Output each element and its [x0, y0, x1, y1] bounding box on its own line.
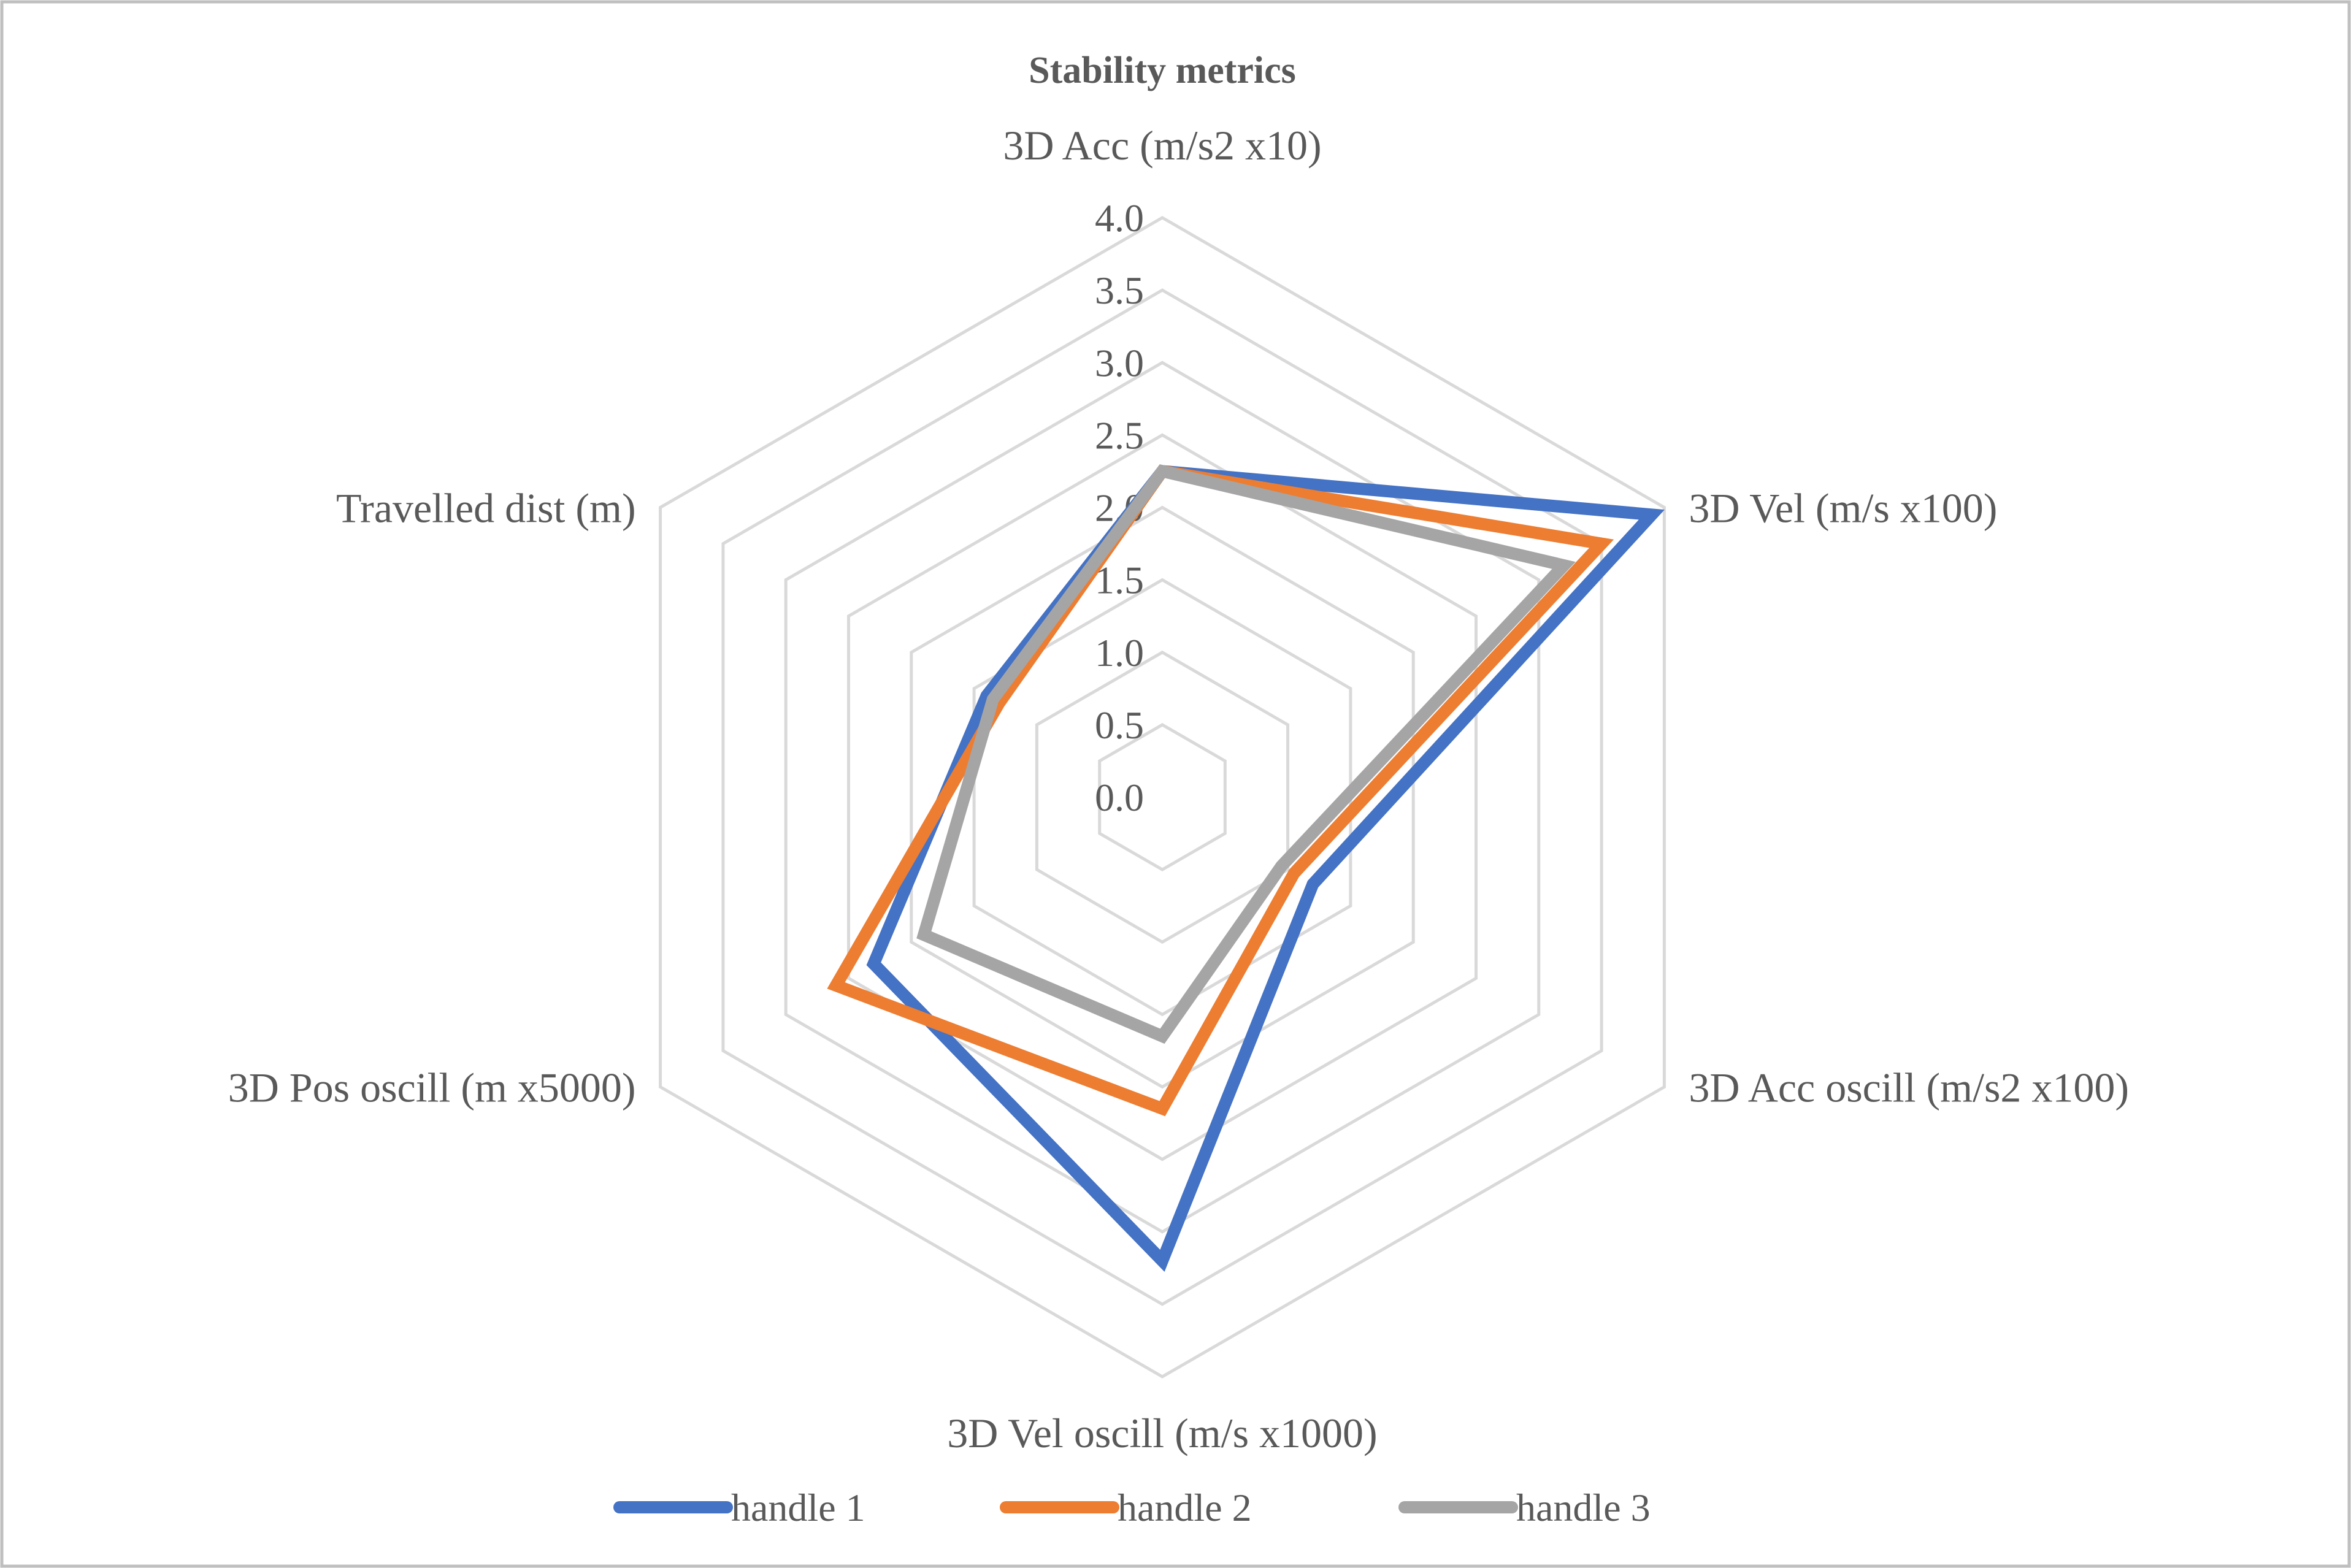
series-line [827, 464, 1614, 1117]
axis-label: 3D Vel (m/s x100) [1689, 485, 1997, 532]
legend-label: handle 3 [1516, 1486, 1651, 1529]
series-line [866, 464, 1665, 1272]
grid-ring [784, 361, 1541, 1234]
legend: handle 1 handle 2 handle 3 [613, 1486, 1651, 1529]
tick-label: 1.0 [1095, 631, 1144, 675]
tick-label: 0.5 [1095, 703, 1144, 747]
axis-label: 3D Acc oscill (m/s2 x100) [1689, 1065, 2129, 1111]
legend-label: handle 2 [1118, 1486, 1252, 1529]
tick-layer: 0.00.51.01.52.02.53.03.54.0 [1095, 196, 1144, 819]
series-layer [827, 464, 1665, 1272]
grid-ring [910, 505, 1415, 1089]
tick-label: 0.0 [1095, 776, 1144, 819]
grid-ring [972, 578, 1352, 1017]
grid-ring [1035, 650, 1290, 944]
grid-ring [1098, 723, 1227, 871]
series-line [916, 464, 1576, 1044]
legend-label: handle 1 [731, 1486, 865, 1529]
grid-ring [659, 216, 1666, 1379]
tick-label: 3.5 [1095, 269, 1144, 312]
grid-ring [847, 433, 1478, 1161]
axis-label: 3D Acc (m/s2 x10) [1003, 122, 1321, 169]
axis-label: 3D Vel oscill (m/s x1000) [947, 1410, 1377, 1456]
axis-label-layer: 3D Acc (m/s2 x10) 3D Vel (m/s x100) 3D Acc… [228, 122, 2129, 1456]
tick-label: 4.0 [1095, 196, 1144, 240]
chart-title: Stability metrics [1029, 50, 1296, 91]
axis-label: 3D Pos oscill (m x5000) [228, 1065, 636, 1111]
tick-label: 2.5 [1095, 413, 1144, 457]
tick-label: 3.0 [1095, 341, 1144, 384]
axis-label: Travelled dist (m) [336, 485, 636, 532]
